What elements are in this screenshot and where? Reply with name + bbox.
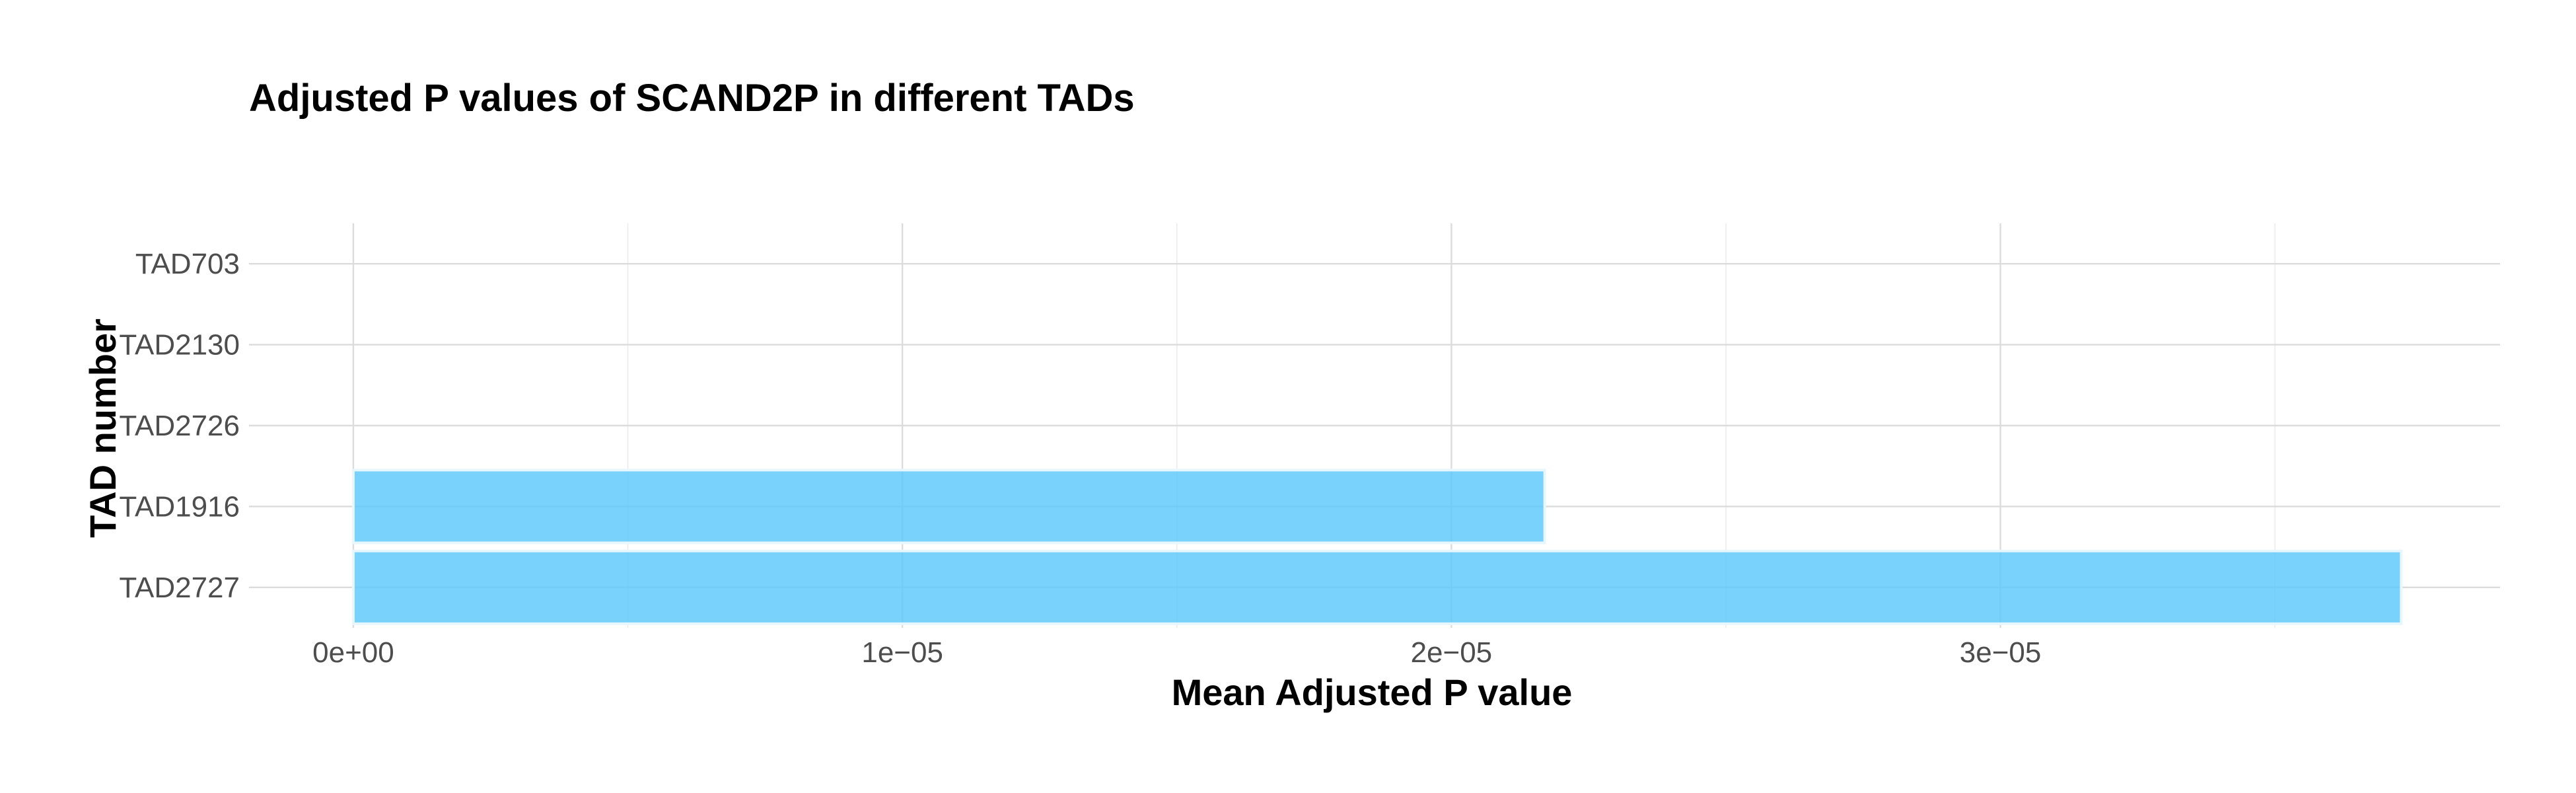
y-tick-label: TAD2726 [119,410,240,442]
y-axis-title: TAD number [82,319,124,538]
chart-title: Adjusted P values of SCAND2P in differen… [249,77,1135,120]
x-tick-label: 0e+00 [312,636,394,669]
bar-tad1916 [351,469,1546,545]
y-tick-label: TAD2130 [119,329,240,361]
x-tick-labels: 0e+00 1e−05 2e−05 3e−05 [312,636,2041,669]
bars [351,469,2403,625]
y-tick-label: TAD2727 [119,572,240,604]
y-tick-label: TAD703 [135,248,240,280]
x-tick-label: 1e−05 [861,636,943,669]
x-tick-label: 2e−05 [1411,636,1493,669]
x-tick-label: 3e−05 [1960,636,2042,669]
bar-tad2727 [351,549,2403,625]
y-tick-labels: TAD703 TAD2130 TAD2726 TAD1916 TAD2727 [119,248,240,604]
y-tick-label: TAD1916 [119,490,240,523]
x-axis-title: Mean Adjusted P value [1172,671,1573,713]
